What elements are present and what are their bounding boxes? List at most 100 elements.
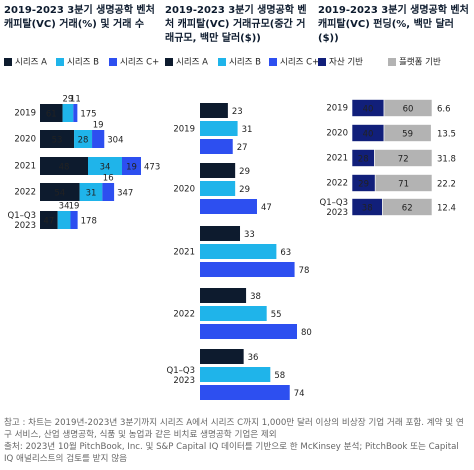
category-label: 2020 <box>14 135 36 145</box>
data-label: 72 <box>398 155 409 165</box>
bar-segment <box>40 130 75 148</box>
total-label: 31.8 <box>437 155 456 165</box>
bar-segment <box>374 174 433 192</box>
bar-segment <box>92 130 105 148</box>
data-label: 71 <box>398 180 409 190</box>
category-label: 2022 <box>326 179 348 189</box>
data-label: 19 <box>93 121 104 131</box>
total-label: 6.6 <box>437 105 451 115</box>
data-label: 27 <box>237 143 248 153</box>
data-label: 62 <box>402 204 413 214</box>
legend-swatch <box>4 58 12 66</box>
data-label: 80 <box>301 328 312 338</box>
data-label: 60 <box>403 105 414 115</box>
bar-segment <box>74 130 93 148</box>
footnote: 참고 : 차트는 2019년-2023년 3분기까지 시리즈 A에서 시리즈 C… <box>4 417 470 465</box>
bar <box>200 244 277 259</box>
data-label: 63 <box>280 248 291 258</box>
bar <box>200 262 295 277</box>
total-label: 13.5 <box>437 130 456 140</box>
legend-label: 플랫폼 기반 <box>399 57 441 68</box>
legend-swatch <box>388 58 396 66</box>
data-label: 11 <box>70 95 81 105</box>
category-label: 2019 <box>14 109 36 119</box>
category-label: 2021 <box>326 154 348 164</box>
category-label: Q1–Q3 2023 <box>8 211 36 231</box>
data-label: 53 <box>52 136 63 146</box>
bar <box>200 349 244 364</box>
data-label: 74 <box>294 389 305 399</box>
data-label: 31 <box>242 125 253 135</box>
chart-title: 2019-2023 3분기 생명공학 벤처 캐피탈(VC) 거래규모(중간 거래… <box>165 5 307 44</box>
category-label: 2021 <box>173 248 195 258</box>
bar-segment <box>40 211 58 229</box>
source: 출처: 2023년 10월 PitchBook, Inc. 및 S&P Capi… <box>4 442 459 464</box>
bar-segment <box>40 183 80 201</box>
category-label: 2019 <box>173 125 195 135</box>
data-label: 36 <box>248 353 259 363</box>
legend-label: 시리즈 C+ <box>280 58 319 68</box>
total-label: 178 <box>81 217 97 227</box>
bar-segment <box>40 104 63 122</box>
total-label: 175 <box>80 110 96 120</box>
data-label: 29 <box>239 185 250 195</box>
data-label: 38 <box>250 292 261 302</box>
legend-swatch <box>218 58 226 66</box>
data-label: 19 <box>69 202 80 212</box>
legend-label: 시리즈 B <box>67 58 99 68</box>
chart-title: 2019-2023 3분기 생명공학 벤처 캐피탈(VC) 펀딩(%, 백만 달… <box>318 5 469 44</box>
category-label: 2022 <box>173 310 195 320</box>
bar-segment <box>57 211 71 229</box>
data-label: 40 <box>363 130 374 140</box>
total-label: 22.2 <box>437 180 456 190</box>
legend-label: 시리즈 A <box>176 58 208 68</box>
note: 참고 : 차트는 2019년-2023년 3분기까지 시리즈 A에서 시리즈 C… <box>4 418 464 440</box>
data-label: 47 <box>43 217 54 227</box>
bar <box>200 226 241 241</box>
bar-segment <box>374 149 433 167</box>
bar-segment <box>70 211 78 229</box>
total-label: 304 <box>107 136 123 146</box>
category-label: 2020 <box>173 185 195 195</box>
data-label: 58 <box>274 371 285 381</box>
legend-swatch <box>269 58 277 66</box>
data-label: 59 <box>402 130 413 140</box>
bar <box>200 139 233 154</box>
bar <box>200 367 271 382</box>
data-label: 54 <box>54 189 65 199</box>
bar <box>200 306 267 321</box>
legend-label: 시리즈 B <box>229 58 261 68</box>
category-label: Q1–Q3 2023 <box>320 198 348 218</box>
total-label: 473 <box>144 163 160 173</box>
bar-segment <box>382 198 433 216</box>
bar-segment <box>79 183 103 201</box>
total-label: 12.4 <box>437 204 456 214</box>
data-label: 40 <box>363 105 374 115</box>
data-label: 29 <box>358 180 369 190</box>
bar-segment <box>40 157 88 175</box>
bar <box>200 163 236 178</box>
data-label: 55 <box>271 310 282 320</box>
legend-label: 시리즈 A <box>15 58 47 68</box>
data-label: 33 <box>244 230 255 240</box>
category-label: 2019 <box>326 104 348 114</box>
bar-segment <box>62 104 74 122</box>
legend-swatch <box>109 58 117 66</box>
bar <box>200 288 247 303</box>
data-label: 61 <box>46 110 57 120</box>
data-label: 31 <box>86 189 97 199</box>
bar-segment <box>88 157 122 175</box>
bar <box>200 199 257 214</box>
legend-label: 시리즈 C+ <box>120 58 159 68</box>
bar <box>200 385 290 400</box>
legend-swatch <box>165 58 173 66</box>
data-label: 28 <box>78 136 89 146</box>
bar <box>200 181 236 196</box>
data-label: 34 <box>59 202 70 212</box>
bar-segment <box>383 124 432 142</box>
bar-segment <box>102 183 115 201</box>
bar <box>200 324 297 339</box>
data-label: 78 <box>299 266 310 276</box>
